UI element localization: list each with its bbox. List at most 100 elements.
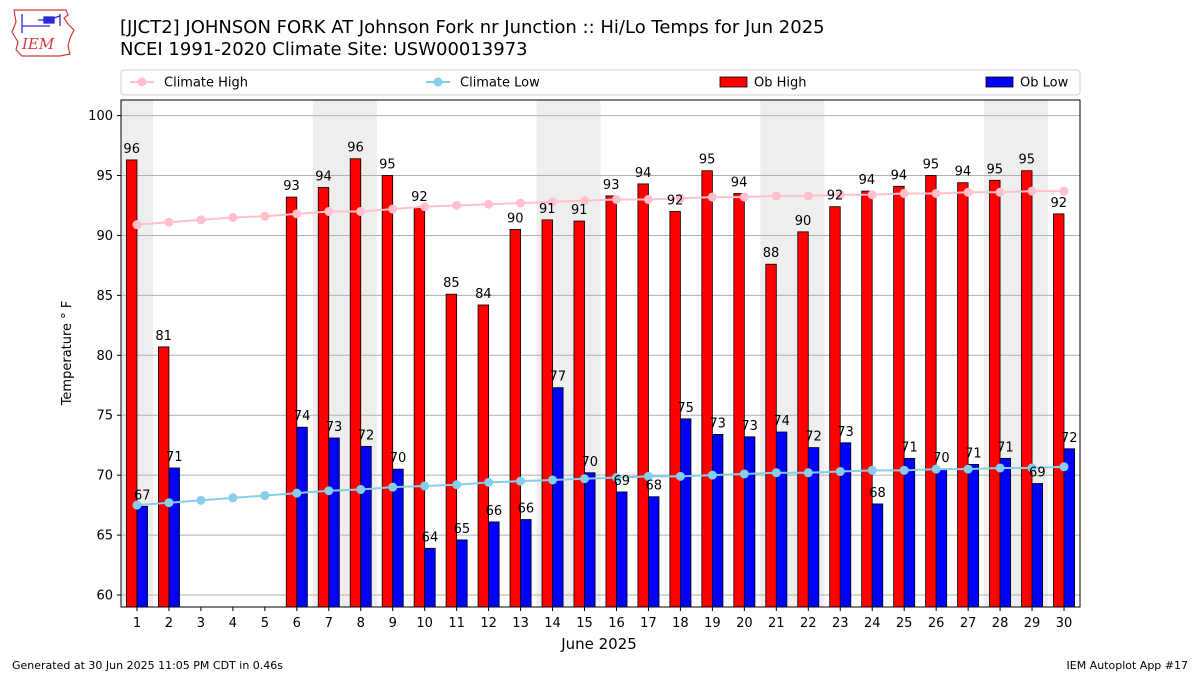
climate-high-point-11 — [452, 200, 462, 210]
ob-low-bar-18 — [680, 418, 692, 608]
climate-low-line — [136, 465, 1065, 507]
ob-high-label: 96 — [123, 142, 140, 157]
x-tick-label: 12 — [480, 616, 497, 631]
ob-high-label: 90 — [507, 211, 524, 226]
climate-low-point-13 — [516, 476, 526, 486]
ob-low-bar-25 — [903, 457, 916, 608]
app-credit: IEM Autoplot App #17 — [1066, 659, 1189, 672]
climate-high-line — [136, 190, 1065, 226]
ob-low-label: 66 — [518, 502, 535, 517]
ob-high-bar-30 — [1053, 213, 1065, 608]
x-tick-label: 23 — [832, 616, 849, 631]
ob-low-bar-1 — [136, 505, 148, 608]
ob-low-bar-21 — [775, 431, 788, 608]
ob-low-label: 73 — [741, 419, 758, 434]
climate-high-point-27 — [963, 187, 973, 197]
x-tick-label: 24 — [864, 616, 881, 631]
ob-low-label: 74 — [294, 409, 311, 424]
ob-high-label: 85 — [443, 276, 460, 291]
legend-label: Ob Low — [1020, 76, 1069, 91]
ob-high-bar-9 — [381, 175, 394, 608]
x-tick-label: 14 — [544, 616, 561, 631]
legend-label: Climate Low — [460, 76, 540, 91]
x-axis: 1 2 3 4 5 6 7 8 9 10 11 12 13 14 15 16 17 18 19 20 21 22 23 24 2… — [133, 607, 1072, 631]
legend-label: Climate High — [164, 76, 248, 91]
climate-low-point-19 — [707, 470, 717, 480]
ob-high-label: 94 — [859, 173, 876, 188]
ob-high-label: 94 — [315, 169, 332, 184]
climate-low-point-22 — [803, 468, 813, 478]
climate-high-point-29 — [1027, 186, 1037, 196]
ob-low-label: 74 — [773, 414, 790, 429]
climate-low-point-15 — [580, 474, 590, 484]
climate-low-point-27 — [963, 464, 973, 474]
ob-low-label: 68 — [869, 486, 886, 501]
ob-low-bar-6 — [296, 426, 308, 608]
ob-high-bar-21 — [765, 263, 777, 608]
climate-low-point-9 — [388, 482, 398, 492]
climate-low-point-10 — [420, 481, 430, 491]
ob-low-bar-14 — [552, 387, 564, 608]
legend-marker-0 — [137, 77, 147, 87]
climate-low-point-5 — [260, 491, 270, 501]
x-tick-label: 7 — [325, 616, 333, 631]
x-tick-label: 29 — [1024, 616, 1041, 631]
climate-low-point-25 — [899, 465, 909, 475]
ob-low-label: 67 — [134, 488, 151, 503]
x-tick-label: 25 — [896, 616, 913, 631]
ob-high-bar-12 — [477, 304, 490, 608]
ob-low-bar-16 — [616, 491, 628, 608]
climate-high-point-7 — [324, 206, 334, 216]
ob-low-label: 72 — [805, 430, 822, 445]
ob-high-bar-13 — [509, 229, 521, 608]
x-tick-label: 18 — [672, 616, 689, 631]
ob-high-label: 90 — [795, 214, 812, 229]
ob-low-bar-7 — [328, 437, 340, 608]
ob-low-label: 69 — [613, 474, 630, 489]
legend-label: Ob High — [754, 76, 807, 91]
x-tick-label: 11 — [448, 616, 465, 631]
y-tick-label: 90 — [96, 229, 113, 244]
climate-high-point-14 — [548, 197, 558, 207]
climate-high-point-30 — [1059, 186, 1069, 196]
x-tick-label: 4 — [229, 616, 237, 631]
climate-low-point-21 — [771, 468, 781, 478]
climate-high-point-18 — [675, 193, 685, 203]
climate-low-point-23 — [835, 467, 845, 477]
ob-high-bar-8 — [349, 158, 362, 608]
climate-high-point-6 — [292, 209, 302, 219]
y-tick-label: 85 — [96, 289, 113, 304]
ob-low-label: 66 — [486, 504, 503, 519]
legend-swatch-3 — [985, 76, 1014, 88]
ob-low-label: 69 — [1029, 466, 1046, 481]
climate-high-point-25 — [899, 188, 909, 198]
x-tick-label: 26 — [928, 616, 945, 631]
ob-low-bar-19 — [711, 434, 724, 608]
ob-low-label: 64 — [422, 530, 439, 545]
ob-low-label: 71 — [166, 450, 183, 465]
x-tick-label: 8 — [357, 616, 365, 631]
ob-low-bar-11 — [456, 539, 468, 608]
ob-low-label: 73 — [837, 425, 854, 440]
chart-subtitle: NCEI 1991-2020 Climate Site: USW00013973 — [120, 39, 528, 60]
climate-lines — [132, 186, 1069, 510]
climate-high-point-1 — [132, 220, 142, 230]
ob-low-label: 72 — [1061, 431, 1078, 446]
ob-high-bar-23 — [829, 206, 841, 608]
x-tick-label: 16 — [608, 616, 625, 631]
generated-timestamp: Generated at 30 Jun 2025 11:05 PM CDT in… — [12, 659, 284, 672]
ob-low-label: 70 — [582, 455, 599, 470]
x-tick-label: 28 — [992, 616, 1009, 631]
chart-title: [JJCT2] JOHNSON FORK AT Johnson Fork nr … — [120, 17, 825, 38]
x-tick-label: 27 — [960, 616, 977, 631]
x-tick-label: 9 — [389, 616, 397, 631]
climate-low-point-14 — [548, 475, 558, 485]
climate-high-point-5 — [260, 211, 270, 221]
climate-high-point-22 — [803, 191, 813, 201]
x-tick-label: 22 — [800, 616, 817, 631]
climate-high-point-21 — [771, 191, 781, 201]
ob-low-label: 75 — [677, 401, 694, 416]
bar-value-labels: 96 81 93 94 96 95 92 85 84 90 91 91 93 94 92 95 94 88 90 92… — [123, 141, 1077, 546]
climate-high-point-3 — [196, 215, 206, 225]
